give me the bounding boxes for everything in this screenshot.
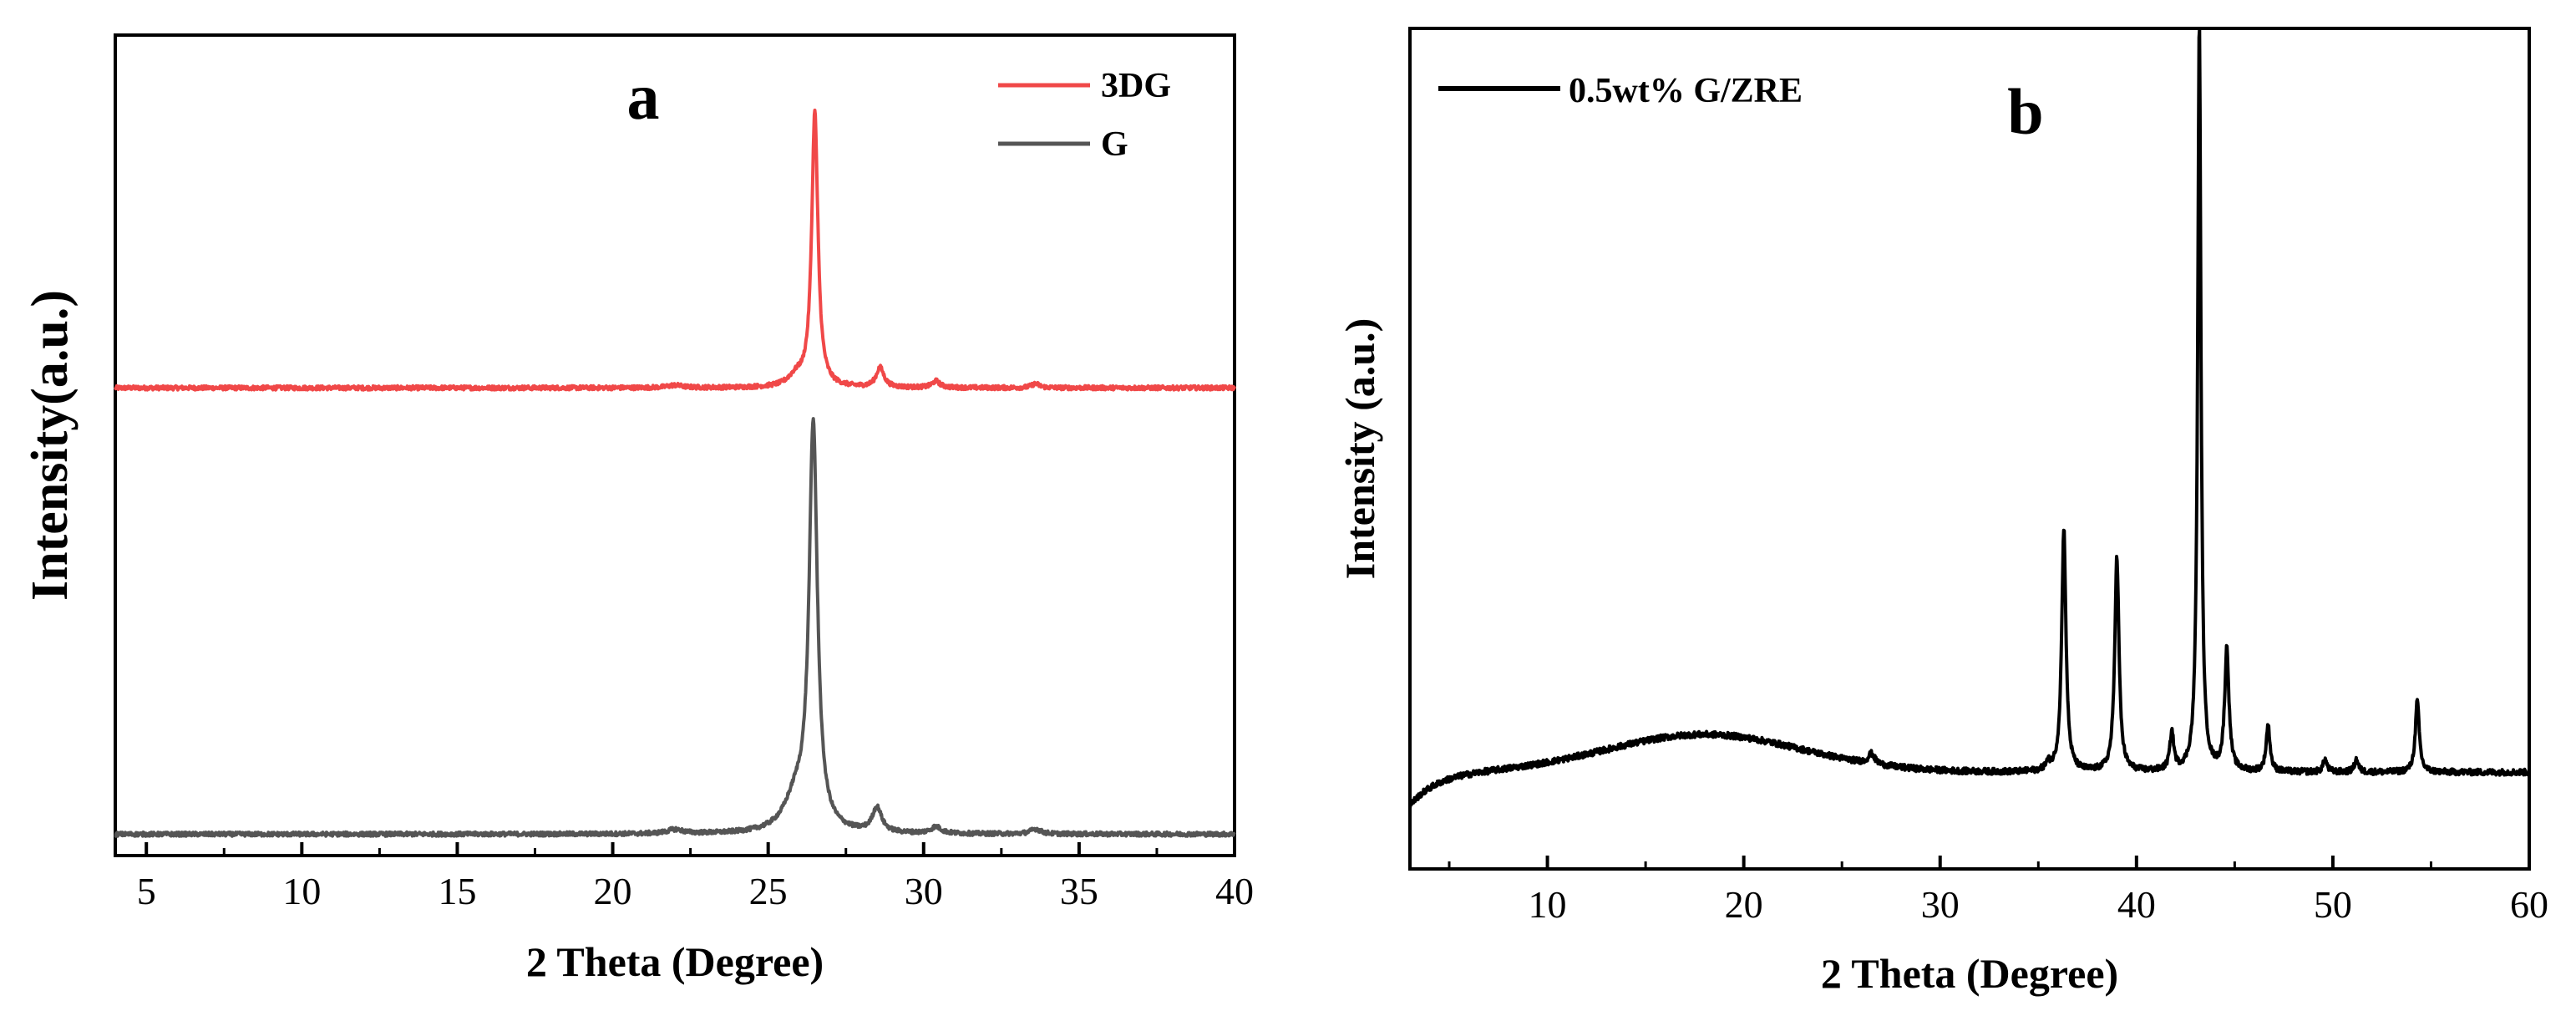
panel-a-series-line-3dg <box>114 109 1236 392</box>
panel-a-x-tick-label-15: 15 <box>438 870 476 912</box>
panel-b-x-tick-label-30: 30 <box>1921 883 1960 926</box>
panel-b-x-tick-label-40: 40 <box>2117 883 2156 926</box>
panel-a: 5 10 15 20 25 30 35 40 a 3DG G 2 Theta (Degree)… <box>22 33 1254 985</box>
panel-b-x-tick-label-60: 60 <box>2510 883 2548 926</box>
panel-b-letter: b <box>2007 75 2043 148</box>
panel-a-series-g-group <box>114 417 1236 838</box>
panel-a-x-tick-label-35: 35 <box>1060 870 1098 912</box>
panel-a-letter: a <box>627 60 660 133</box>
panel-a-series-3dg-group <box>114 109 1236 392</box>
panel-b-y-axis-title: Intensity (a.u.) <box>1336 318 1383 580</box>
panel-b-x-axis-title: 2 Theta (Degree) <box>1821 950 2118 997</box>
panel-a-x-tick-label-30: 30 <box>905 870 943 912</box>
panel-b-plot-frame <box>1408 27 2531 871</box>
panel-b-x-tick-label-50: 50 <box>2314 883 2352 926</box>
legend-label-g-zre: 0.5wt% G/ZRE <box>1569 72 1803 110</box>
panel-a-y-axis-title: Intensity(a.u.) <box>22 290 79 601</box>
panel-b-legend: 0.5wt% G/ZRE <box>1438 72 1803 110</box>
panel-a-ticks: 5 10 15 20 25 30 35 40 <box>137 842 1254 912</box>
panel-a-x-tick-label-20: 20 <box>594 870 632 912</box>
panel-a-x-tick-label-10: 10 <box>282 870 321 912</box>
legend-label-3dg: 3DG <box>1101 67 1171 105</box>
panel-a-plot-frame <box>114 33 1236 857</box>
panel-a-x-tick-label-40: 40 <box>1215 870 1254 912</box>
panel-b-series-group <box>1408 28 2531 809</box>
panel-a-x-tick-label-25: 25 <box>749 870 788 912</box>
panel-a-legend: 3DG G <box>998 67 1171 164</box>
panel-a-x-tick-label-5: 5 <box>137 870 156 912</box>
panel-b-ticks: 10 20 30 40 50 60 <box>1448 856 2548 926</box>
panel-b: 10 20 30 40 50 60 b 0.5wt% G/ZRE 2 Theta (Deg… <box>1336 27 2548 997</box>
panel-b-x-tick-label-10: 10 <box>1529 883 1567 926</box>
panel-b-series-line-0-5wt-g-zre <box>1408 28 2531 809</box>
legend-label-g: G <box>1101 125 1128 164</box>
panel-a-x-axis-title: 2 Theta (Degree) <box>526 938 824 985</box>
panel-a-series-line-g <box>114 417 1236 838</box>
panel-b-x-tick-label-20: 20 <box>1725 883 1763 926</box>
